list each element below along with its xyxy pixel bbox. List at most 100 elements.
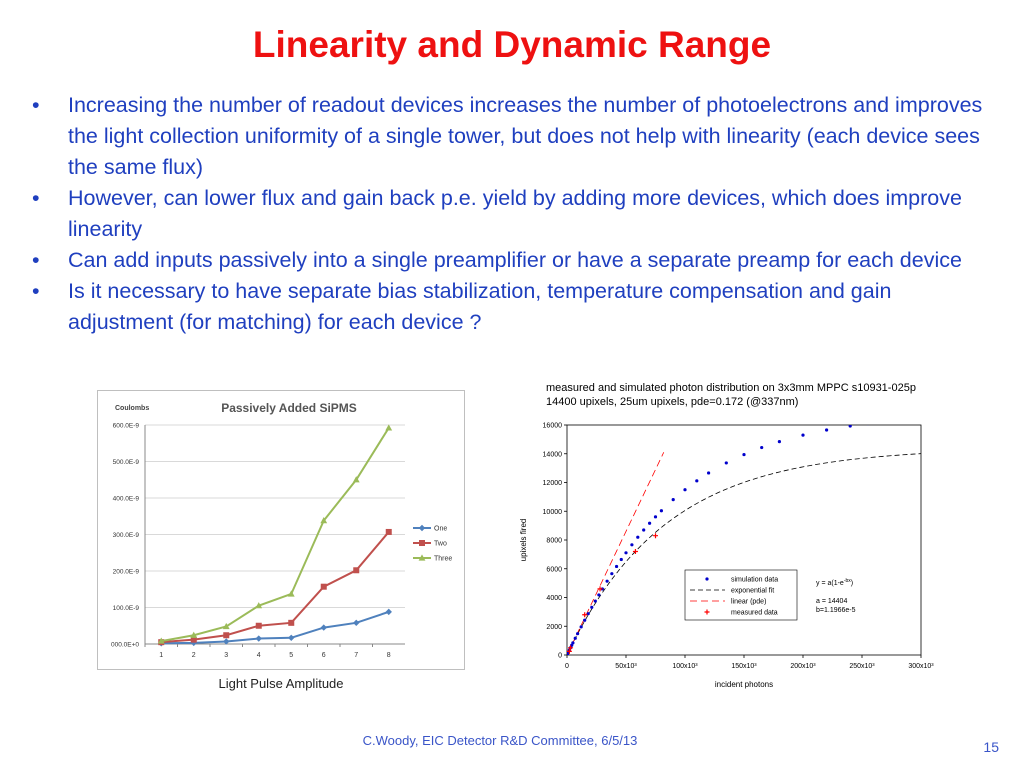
- simulation-point: [576, 632, 580, 636]
- y-tick-label: 12000: [543, 480, 563, 487]
- data-point: [385, 424, 393, 431]
- bullet-text: Increasing the number of readout devices…: [68, 93, 983, 179]
- x-tick-label: 7: [354, 652, 358, 659]
- plot-content: [567, 418, 921, 655]
- legend-box: [684, 569, 798, 621]
- measured-point: [632, 549, 638, 554]
- simulation-point: [642, 528, 646, 532]
- fit-param-a: a = 14404: [816, 598, 847, 605]
- simulation-point: [583, 618, 587, 622]
- plot-area: [566, 424, 922, 656]
- data-point: [320, 583, 327, 590]
- simulation-point: [671, 498, 675, 502]
- y-tick-label: 14000: [543, 451, 563, 458]
- legend-label: Three: [434, 556, 452, 563]
- simulation-point: [801, 433, 805, 437]
- footer-credit: C.Woody, EIC Detector R&D Committee, 6/5…: [362, 733, 638, 748]
- legend-label: measured data: [731, 610, 778, 617]
- data-point: [288, 619, 295, 626]
- y-tick-label: 500.0E-9: [113, 459, 140, 466]
- series-three: [157, 424, 393, 644]
- simulation-point: [848, 425, 852, 428]
- simulation-point: [579, 625, 583, 629]
- data-point: [255, 602, 263, 609]
- simulation-point: [624, 551, 628, 555]
- data-point: [385, 608, 392, 616]
- simulation-point: [593, 599, 597, 603]
- data-point: [287, 590, 295, 597]
- y-tick-label: 2000: [546, 624, 562, 631]
- measured-point: [653, 533, 658, 539]
- simulation-point: [590, 605, 594, 609]
- simulation-point: [648, 521, 652, 525]
- y-tick-label: 10000: [543, 509, 563, 516]
- simulation-point: [724, 461, 728, 465]
- legend-swatch: [705, 577, 709, 581]
- legend-label: linear (pde): [731, 599, 766, 606]
- x-tick-label: 250x10³: [849, 663, 875, 670]
- x-tick-label: 6: [322, 652, 326, 659]
- x-tick-label: 50x10³: [615, 663, 637, 670]
- page-number: 15: [983, 739, 999, 755]
- right-chart: 0 2000 4000 6000 8000 10000 12000 14000 16000 0 50…: [519, 418, 934, 690]
- data-point: [418, 554, 426, 561]
- data-point: [418, 524, 426, 532]
- series-line: [161, 610, 390, 645]
- simulation-point: [653, 515, 658, 519]
- y-tick-label: 000.0E+0: [111, 642, 139, 649]
- data-point: [157, 637, 165, 644]
- bullet-text: Is it necessary to have separate bias st…: [68, 279, 892, 334]
- simulation-point: [586, 612, 590, 616]
- simulation-point: [605, 579, 609, 583]
- data-point: [222, 622, 230, 630]
- right-header-line-2: 14400 upixels, 25um upixels, pde=0.172 (…: [546, 396, 799, 408]
- y-tick-label: 400.0E-9: [113, 496, 140, 503]
- data-point: [190, 631, 198, 638]
- bullet-glyph: •: [32, 93, 40, 117]
- bullet-item: • Increasing the number of readout device…: [32, 90, 992, 183]
- y-tick-label: 600.0E-9: [113, 423, 140, 430]
- y-tick-label: 300.0E-9: [113, 532, 140, 539]
- simulation-point: [571, 641, 575, 645]
- data-point: [353, 567, 360, 574]
- slide-title: Linearity and Dynamic Range: [252, 24, 772, 65]
- simulation-point: [619, 557, 623, 562]
- simulation-point: [902, 418, 905, 421]
- simulation-point: [614, 564, 619, 569]
- x-tick-label: 200x10³: [790, 663, 816, 670]
- legend-swatch: [704, 609, 710, 615]
- fit-equation: y = a(1-e-bx): [816, 578, 853, 587]
- right-chart-header: measured and simulated photon distributi…: [546, 381, 966, 409]
- y-tick-label: 4000: [546, 595, 562, 602]
- bullet-text: However, can lower flux and gain back p.…: [68, 186, 962, 241]
- data-point: [320, 517, 328, 524]
- simulation-point: [630, 543, 634, 547]
- simulation-point: [610, 572, 614, 576]
- series-line: [161, 531, 390, 644]
- x-tick-label: 100x10³: [672, 663, 698, 670]
- bullet-glyph: •: [32, 186, 40, 210]
- bullet-glyph: •: [32, 248, 40, 272]
- x-tick-label: 300x10³: [908, 663, 934, 670]
- legend-label: One: [434, 526, 447, 533]
- data-point: [190, 636, 197, 643]
- chart-title: Passively Added SiPMS: [221, 401, 357, 415]
- y-tick-label: 0: [558, 653, 562, 660]
- measured-point: [582, 612, 588, 618]
- simulation-point: [683, 488, 687, 492]
- y-tick-label: 100.0E-9: [113, 605, 140, 612]
- y-tick-label: 200.0E-9: [113, 569, 140, 576]
- x-tick-label: 4: [257, 652, 261, 659]
- legend-label: simulation data: [731, 577, 778, 584]
- y-tick-label: 16000: [543, 423, 563, 430]
- simulation-point: [659, 509, 663, 513]
- right-header-line-1: measured and simulated photon distributi…: [546, 382, 916, 394]
- bullet-text: Can add inputs passively into a single p…: [68, 248, 962, 272]
- simulation-point: [884, 420, 887, 423]
- bullet-item: • Is it necessary to have separate bias s…: [32, 276, 992, 338]
- fit-param-b: b=1.1966e-5: [816, 607, 856, 614]
- left-chart-caption: Light Pulse Amplitude: [218, 676, 344, 691]
- x-tick-label: 0: [565, 663, 569, 670]
- data-point: [223, 632, 230, 639]
- x-tick-label: 150x10³: [731, 663, 757, 670]
